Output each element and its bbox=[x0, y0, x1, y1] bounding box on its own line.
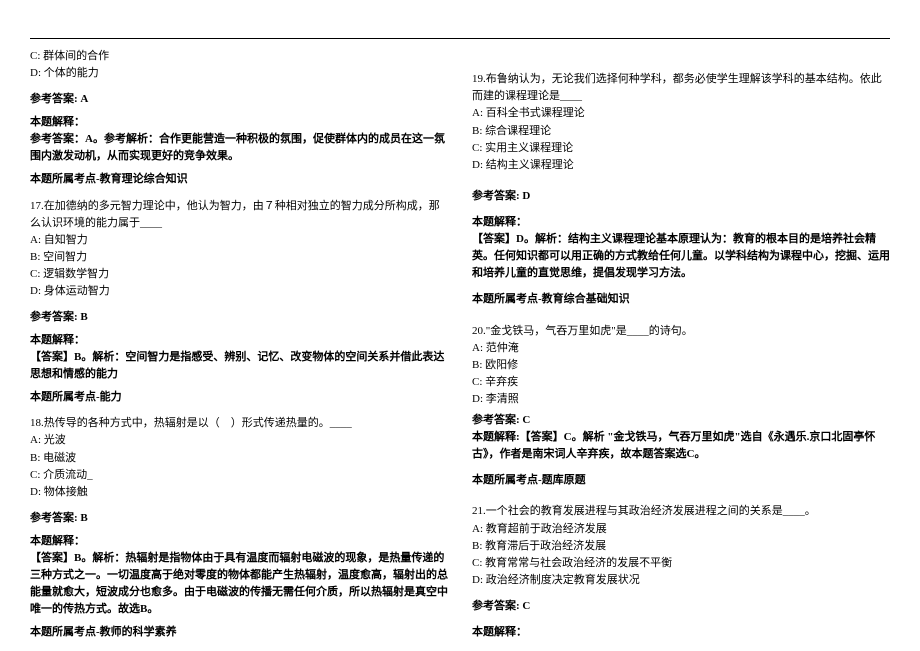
q20-option-a: A: 范仲淹 bbox=[472, 340, 890, 357]
q17-option-b: B: 空间智力 bbox=[30, 249, 448, 266]
q16-explain-heading: 本题解释： bbox=[30, 114, 448, 131]
q19-explain-heading: 本题解释： bbox=[472, 214, 890, 231]
q17-option-d: D: 身体运动智力 bbox=[30, 283, 448, 300]
q19-explain-body: 【答案】D。解析：结构主义课程理论基本原理认为：教育的根本目的是培养社会精英。任… bbox=[472, 231, 890, 282]
page-content: C: 群体间的合作 D: 个体的能力 参考答案: A 本题解释： 参考答案：A。… bbox=[30, 48, 890, 641]
q16-topic: 本题所属考点-教育理论综合知识 bbox=[30, 171, 448, 188]
q21-option-b: B: 教育滞后于政治经济发展 bbox=[472, 538, 890, 555]
q21-explain-heading: 本题解释： bbox=[472, 624, 890, 641]
q17-option-a: A: 自知智力 bbox=[30, 232, 448, 249]
q16-option-d: D: 个体的能力 bbox=[30, 65, 448, 82]
q19-topic: 本题所属考点-教育综合基础知识 bbox=[472, 291, 890, 308]
q18-explain-heading: 本题解释： bbox=[30, 533, 448, 550]
q19-stem: 19.布鲁纳认为，无论我们选择何种学科，都务必使学生理解该学科的基本结构。依此而… bbox=[472, 71, 890, 105]
q16-option-c: C: 群体间的合作 bbox=[30, 48, 448, 65]
q20-explain-body: 本题解释:【答案】C。解析 "金戈铁马，气吞万里如虎"选自《永遇乐.京口北固亭怀… bbox=[472, 429, 890, 463]
q18-option-c: C: 介质流动_ bbox=[30, 467, 448, 484]
q16-answer: 参考答案: A bbox=[30, 91, 448, 108]
q21-stem: 21.一个社会的教育发展进程与其政治经济发展进程之间的关系是____。 bbox=[472, 503, 890, 520]
q21-answer: 参考答案: C bbox=[472, 598, 890, 615]
q18-option-a: A: 光波 bbox=[30, 432, 448, 449]
horizontal-rule bbox=[30, 38, 890, 39]
q17-topic: 本题所属考点-能力 bbox=[30, 389, 448, 406]
q20-stem: 20."金戈铁马，气吞万里如虎"是____的诗句。 bbox=[472, 323, 890, 340]
q19-option-c: C: 实用主义课程理论 bbox=[472, 140, 890, 157]
right-column: 19.布鲁纳认为，无论我们选择何种学科，都务必使学生理解该学科的基本结构。依此而… bbox=[472, 48, 890, 641]
q20-option-c: C: 辛弃疾 bbox=[472, 374, 890, 391]
q17-explain-heading: 本题解释： bbox=[30, 332, 448, 349]
q20-answer: 参考答案: C bbox=[472, 412, 890, 429]
left-column: C: 群体间的合作 D: 个体的能力 参考答案: A 本题解释： 参考答案：A。… bbox=[30, 48, 448, 641]
q17-option-c: C: 逻辑数学智力 bbox=[30, 266, 448, 283]
q19-option-b: B: 综合课程理论 bbox=[472, 123, 890, 140]
q19-option-d: D: 结构主义课程理论 bbox=[472, 157, 890, 174]
q17-stem: 17.在加德纳的多元智力理论中，他认为智力，由７种相对独立的智力成分所构成，那么… bbox=[30, 198, 448, 232]
q21-option-a: A: 教育超前于政治经济发展 bbox=[472, 521, 890, 538]
q21-option-d: D: 政治经济制度决定教育发展状况 bbox=[472, 572, 890, 589]
q20-option-b: B: 欧阳修 bbox=[472, 357, 890, 374]
q19-option-a: A: 百科全书式课程理论 bbox=[472, 105, 890, 122]
q17-explain-body: 【答案】B。解析：空间智力是指感受、辨别、记忆、改变物体的空间关系并借此表达思想… bbox=[30, 349, 448, 383]
q20-topic: 本题所属考点-题库原题 bbox=[472, 472, 890, 489]
q21-option-c: C: 教育常常与社会政治经济的发展不平衡 bbox=[472, 555, 890, 572]
q18-option-d: D: 物体接触 bbox=[30, 484, 448, 501]
q19-answer: 参考答案: D bbox=[472, 188, 890, 205]
q18-option-b: B: 电磁波 bbox=[30, 450, 448, 467]
q20-option-d: D: 李清照 bbox=[472, 391, 890, 408]
q17-answer: 参考答案: B bbox=[30, 309, 448, 326]
q18-topic: 本题所属考点-教师的科学素养 bbox=[30, 624, 448, 641]
q18-answer: 参考答案: B bbox=[30, 510, 448, 527]
q16-explain-body: 参考答案：A。参考解析：合作更能营造一种积极的氛围，促使群体内的成员在这一氛围内… bbox=[30, 131, 448, 165]
q18-stem: 18.热传导的各种方式中，热辐射是以（ ）形式传递热量的。____ bbox=[30, 415, 448, 432]
q18-explain-body: 【答案】B。解析：热辐射是指物体由于具有温度而辐射电磁波的现象，是热量传递的三种… bbox=[30, 550, 448, 618]
